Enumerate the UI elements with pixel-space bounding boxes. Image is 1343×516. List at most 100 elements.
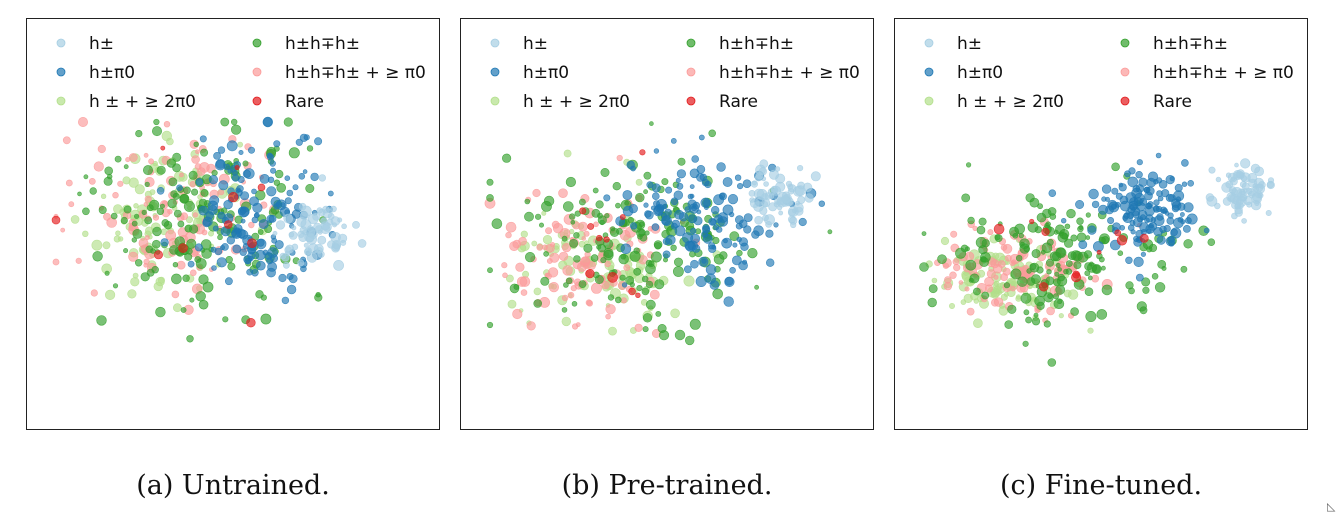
scatter-point-hhh [92,251,103,262]
scatter-point-h [1239,181,1247,188]
scatter-point-hpi [691,205,697,212]
scatter-point-hhh [82,207,90,216]
scatter-point-hpi [1180,219,1186,225]
scatter-point-hpi [248,255,254,262]
scatter-point-hhh [275,169,284,179]
scatter-point-hhh [1161,265,1167,271]
scatter-point-hhhpi [953,264,961,272]
scatter-point-h2pi [100,193,107,200]
scatter-point-hhh [131,220,138,227]
scatter-point-hhhpi [97,144,106,154]
scatter-point-hhh [1034,226,1042,234]
scatter-point-h [357,239,367,248]
scatter-point-hhh [994,234,1003,242]
scatter-point-h [307,213,319,225]
scatter-point-hpi [1088,188,1099,200]
scatter-point-h2pi [563,149,572,158]
scatter-point-hpi [732,242,738,248]
scatter-point-hhh [568,213,576,220]
scatter-point-hhh [967,216,975,225]
scatter-point-hhh [583,243,593,253]
scatter-point-hpi [644,210,654,220]
scatter-point-hpi [238,150,244,156]
scatter-plot-finetuned: h± h±π0 h ± + ≥ 2π0 h±h∓h± h±h∓h± + ≥ π0 Rare [919,34,1294,367]
scatter-point-hhhpi [605,304,616,315]
scatter-point-hhh [976,225,986,235]
legend-label: h ± + ≥ 2π0 [523,92,630,112]
scatter-point-h2pi [115,230,121,236]
scatter-point-hhh [1066,208,1076,219]
scatter-point-hhh [288,147,300,159]
scatter-point-hhh [140,272,150,282]
scatter-point-hhhpi [548,282,559,293]
scatter-point-hpi [729,211,735,218]
scatter-point-hhh [645,259,653,267]
scatter-point-hpi [818,200,825,207]
scatter-point-hpi [187,260,195,268]
scatter-point-h [1265,210,1272,217]
scatter-point-hpi [314,137,323,146]
scatter-point-hpi [675,178,681,184]
scatter-point-hpi [249,196,259,206]
scatter-point-hpi [256,238,265,247]
scatter-point-hhh [1019,238,1030,249]
scatter-point-hhhpi [991,298,1000,307]
scatter-point-hhh [169,245,179,255]
scatter-point-hhh [217,234,223,241]
scatter-point-hpi [708,217,717,226]
scatter-point-hpi [217,146,226,154]
scatter-point-hpi [1111,222,1121,232]
legend-label: h±h∓h± [719,34,794,54]
scatter-point-hpi [223,163,231,171]
scatter-point-hhh [1085,235,1091,240]
scatter-point-h2pi [127,289,137,299]
scatter-point-hhh [565,176,576,188]
scatter-point-hhhpi [536,243,544,251]
scatter-point-hhh [677,157,686,166]
scatter-point-hhh [123,164,129,170]
scatter-point-hpi [221,243,229,251]
scatter-point-hhhpi [561,294,569,302]
legend-marker-h [924,38,934,48]
scatter-point-h2pi [1058,313,1064,319]
scatter-point-h2pi [993,285,1002,294]
scatter-point-hpi [298,173,306,180]
scatter-point-hhh [1101,284,1113,296]
scatter-point-hhh [257,229,264,235]
scatter-point-hhh [1207,238,1216,246]
scatter-point-hhh [200,188,209,197]
resize-handle-icon: ◺ [1327,500,1336,513]
scatter-point-rare [228,192,239,203]
scatter-point-hpi [292,184,299,191]
scatter-point-h [318,208,326,216]
scatter-point-rare [1139,233,1149,243]
scatter-point-hhhpi [581,236,586,241]
scatter-point-hhh [961,193,971,203]
scatter-point-hpi [237,176,245,184]
scatter-point-hpi [1181,181,1188,187]
scatter-point-hhh [661,178,669,186]
scatter-point-hhh [747,248,758,259]
scatter-point-hhh [183,200,195,212]
scatter-point-hhhpi [77,117,88,128]
scatter-point-hhhpi [88,177,96,185]
scatter-point-hpi [630,165,636,172]
scatter-point-h [780,196,791,207]
scatter-point-hhh [104,270,110,276]
scatter-point-hhhpi [944,276,952,284]
scatter-point-hpi [273,140,281,148]
scatter-point-hhh [524,252,536,263]
scatter-point-hpi [704,180,712,189]
scatter-point-hhhpi [516,276,528,287]
scatter-point-hpi [661,215,671,226]
scatter-point-h2pi [507,299,517,309]
scatter-point-hhh [1055,284,1066,295]
scatter-point-h [777,205,783,211]
scatter-point-hpi [1150,217,1157,223]
scatter-point-h [340,239,347,246]
scatter-point-hhh [641,275,649,283]
scatter-point-hhhpi [117,180,124,187]
tsne-panel-untrained: h± h±π0 h ± + ≥ 2π0 h±h∓h± h±h∓h± + ≥ π0 Rare [26,18,440,430]
scatter-point-hhh [156,165,166,175]
scatter-point-hpi [653,206,664,217]
